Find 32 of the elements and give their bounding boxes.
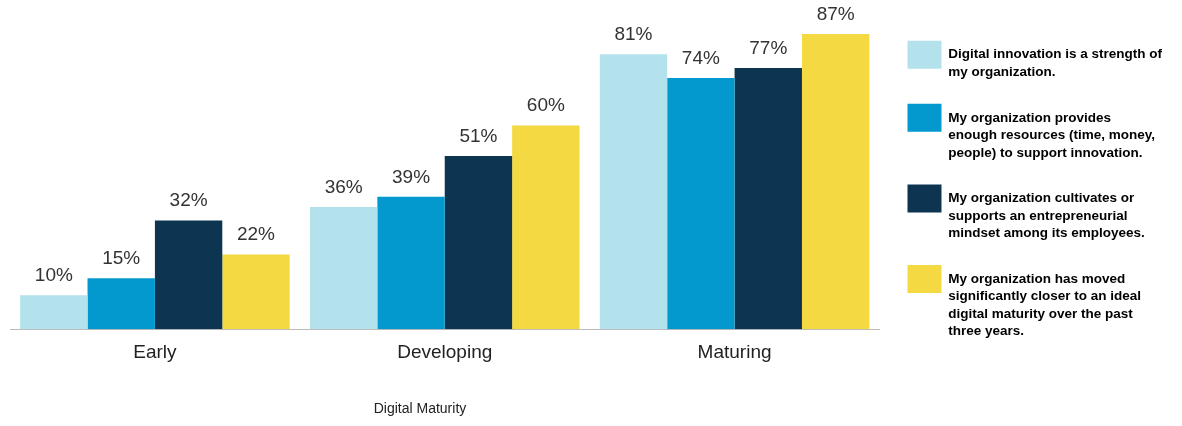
bar — [667, 78, 735, 330]
data-label: 87% — [816, 2, 855, 24]
bar — [154, 220, 223, 330]
data-label: 36% — [324, 175, 363, 197]
legend-label: My organization provides enough resources (time, money, people) to support innovation. — [948, 109, 1156, 160]
legend-label: Digital innovation is a strength of my organization. — [948, 46, 1163, 79]
bar — [377, 196, 445, 330]
x-tick-label: Developing — [397, 340, 493, 362]
data-label: 32% — [169, 189, 208, 211]
x-axis-title: Digital Maturity — [372, 400, 468, 416]
data-label: 81% — [614, 23, 653, 45]
bar — [309, 207, 378, 330]
bar — [599, 54, 668, 330]
bar — [512, 125, 580, 330]
data-label: 15% — [102, 247, 141, 269]
legend-label: My organization cultivates or supports an entrepreneurial mindset among its employees. — [948, 190, 1145, 241]
bar — [444, 156, 513, 330]
bar — [801, 33, 870, 330]
bar — [87, 278, 155, 330]
data-label: 77% — [749, 36, 788, 58]
data-label: 10% — [34, 264, 73, 285]
legend-label: My organization has moved significantly closer to an ideal digital maturity over the past three years. — [948, 270, 1142, 339]
bar — [734, 67, 802, 330]
x-tick-label: Early — [133, 340, 178, 362]
data-label: 74% — [681, 46, 720, 68]
data-label: 22% — [236, 223, 276, 245]
data-label: 39% — [392, 165, 431, 187]
data-label: 51% — [459, 124, 498, 146]
bar — [222, 254, 290, 330]
data-label: 60% — [526, 94, 565, 116]
bar — [20, 295, 88, 330]
x-tick-label: Maturing — [697, 340, 772, 362]
